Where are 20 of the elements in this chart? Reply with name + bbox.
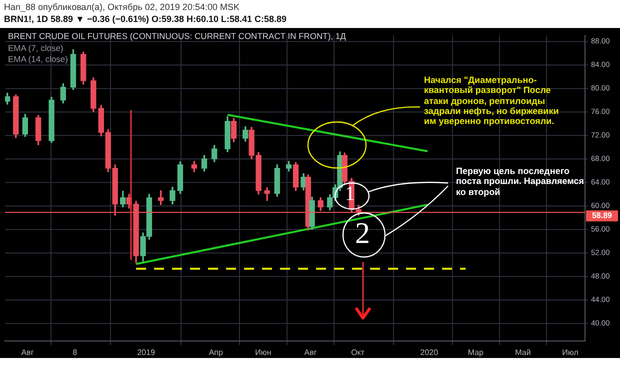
- chart-subtitle: BRN1!, 1D 58.89 ▼ −0.36 (−0.61%) O:59.38 H:60.10 L:58.41 C:58.89: [4, 14, 287, 24]
- x-tick-label: Июл: [562, 348, 579, 358]
- annotation: 2: [355, 217, 370, 252]
- x-tick-label: 8: [72, 348, 78, 358]
- chart-title: BRENT CRUDE OIL FUTURES (CONTINUOUS: CURRENT CONTRACT IN FRONT), 1Д: [8, 31, 346, 42]
- x-tick-label: Июн: [255, 348, 272, 358]
- x-tick-label: Окт: [351, 348, 365, 358]
- x-tick-label: 2020: [420, 348, 439, 358]
- x-tick-label: 2019: [137, 348, 156, 358]
- x-tick-label: Май: [515, 348, 531, 358]
- ref-line-label: 58.89: [592, 211, 613, 220]
- x-tick-label: Авг: [21, 348, 34, 358]
- annotation: Начался "Диаметрально-квантовый разворот" После атаки дронов, рептилоиды задрали нефть, но биржевики им уверенно противостояли.: [424, 75, 560, 127]
- annotation: EMA (14, close): [8, 54, 68, 65]
- x-tick-label: Авг: [304, 348, 317, 358]
- text: Han_88 опубликовал(а), Октябрь 02, 2019 20:54:00 MSK: [4, 2, 240, 12]
- annotation: Первую цель последнего поста прошли. Наравляемся ко второй: [456, 166, 585, 198]
- x-tick-label: Апр: [208, 348, 224, 358]
- annotation: EMA (7, close): [8, 43, 64, 54]
- x-tick-label: Мар: [468, 348, 484, 358]
